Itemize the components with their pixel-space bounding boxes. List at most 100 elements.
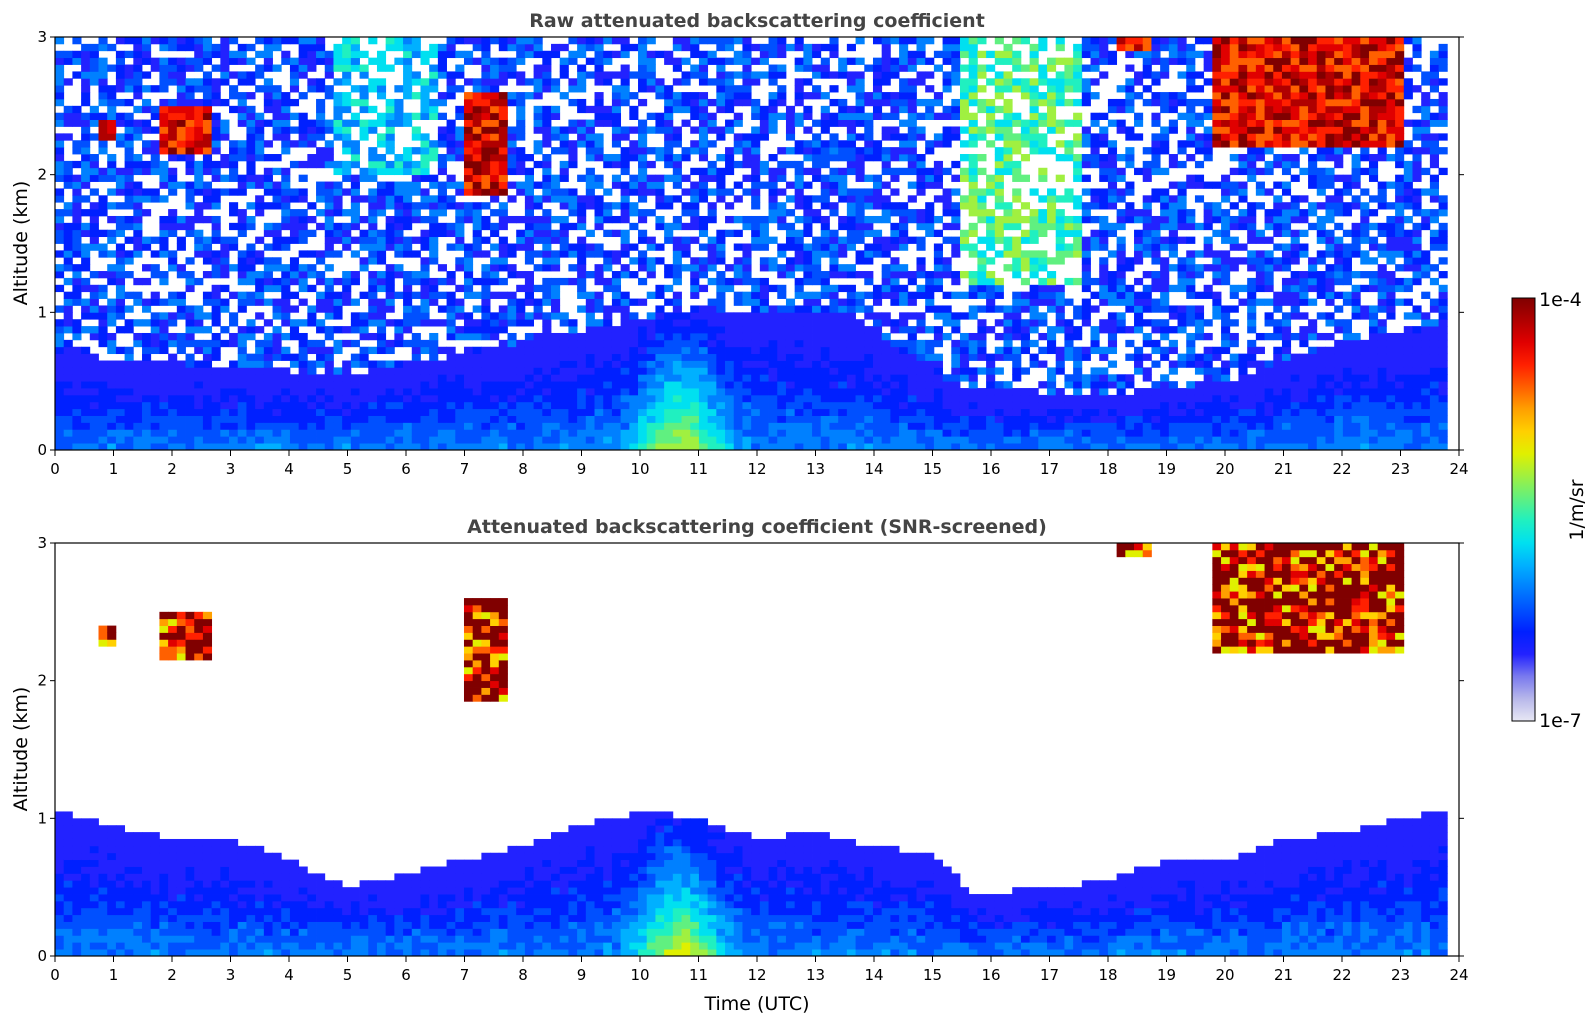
heatmap-cell — [794, 408, 804, 416]
heatmap-cell — [890, 133, 900, 141]
heatmap-cell — [237, 119, 247, 127]
heatmap-cell — [368, 57, 378, 65]
heatmap-cell — [925, 112, 935, 120]
heatmap-cell — [472, 154, 482, 162]
heatmap-cell — [81, 360, 91, 368]
heatmap-cell — [855, 147, 865, 155]
heatmap-cell — [838, 346, 848, 355]
heatmap-cell — [968, 195, 978, 203]
heatmap-cell — [202, 195, 213, 203]
heatmap-cell — [385, 98, 395, 107]
heatmap-cell — [638, 85, 648, 93]
heatmap-cell — [307, 85, 317, 93]
heatmap-cell — [551, 367, 561, 375]
heatmap-cell — [342, 64, 352, 72]
heatmap-cell — [272, 401, 282, 410]
heatmap-cell — [168, 436, 178, 444]
heatmap-cell — [481, 250, 491, 258]
heatmap-cell — [403, 374, 413, 382]
heatmap-cell — [289, 160, 300, 169]
heatmap-cell — [864, 222, 874, 231]
heatmap-cell — [881, 436, 891, 444]
heatmap-cell — [202, 360, 213, 368]
heatmap-cell — [603, 443, 613, 451]
heatmap-cell — [98, 360, 108, 368]
heatmap-cell — [1003, 222, 1013, 231]
heatmap-cell — [211, 332, 221, 341]
heatmap-cell — [794, 415, 804, 423]
heatmap-cell — [933, 250, 943, 258]
heatmap-cell — [333, 250, 343, 258]
heatmap-cell — [307, 305, 317, 313]
heatmap-cell — [229, 367, 239, 375]
heatmap-cell — [524, 181, 534, 189]
heatmap-cell — [133, 92, 143, 100]
heatmap-cell — [81, 408, 91, 416]
heatmap-cell — [472, 126, 482, 134]
heatmap-cell — [638, 257, 648, 265]
heatmap-cell — [959, 85, 970, 93]
heatmap-cell — [524, 257, 534, 265]
heatmap-cell — [107, 112, 117, 120]
heatmap-cell — [620, 264, 630, 272]
heatmap-cell — [899, 298, 909, 306]
heatmap-cell — [316, 57, 326, 65]
heatmap-cell — [994, 154, 1004, 162]
heatmap-cell — [194, 50, 204, 59]
heatmap-cell — [698, 181, 709, 189]
heatmap-cell — [150, 37, 160, 45]
heatmap-cell — [255, 388, 265, 396]
heatmap-cell — [55, 71, 65, 79]
heatmap-cell — [864, 367, 874, 375]
heatmap-cell — [855, 339, 865, 348]
heatmap-cell — [411, 209, 421, 217]
heatmap-cell — [446, 71, 456, 79]
heatmap-cell — [437, 57, 447, 65]
heatmap-cell — [646, 147, 656, 155]
heatmap-cell — [507, 160, 517, 169]
heatmap-cell — [498, 154, 508, 162]
heatmap-cell — [951, 415, 961, 423]
heatmap-cell — [925, 381, 935, 389]
heatmap-cell — [385, 271, 395, 279]
heatmap-cell — [307, 367, 317, 375]
heatmap-cell — [1012, 119, 1022, 127]
heatmap-cell — [568, 250, 578, 258]
heatmap-cell — [307, 284, 317, 293]
heatmap-cell — [986, 140, 996, 148]
heatmap-cell — [498, 133, 508, 141]
heatmap-cell — [907, 126, 917, 134]
heatmap-cell — [176, 215, 186, 224]
heatmap-cell — [55, 133, 65, 141]
heatmap-cell — [707, 160, 717, 169]
heatmap-cell — [559, 436, 569, 444]
heatmap-cell — [646, 112, 656, 120]
heatmap-cell — [411, 236, 421, 244]
heatmap-cell — [986, 394, 996, 403]
heatmap-cell — [194, 188, 204, 196]
heatmap-cell — [951, 312, 961, 320]
heatmap-cell — [768, 360, 778, 368]
heatmap-cell — [420, 195, 430, 203]
heatmap-cell — [63, 181, 73, 189]
heatmap-cell — [681, 346, 691, 355]
heatmap-cell — [498, 360, 508, 368]
heatmap-cell — [690, 147, 700, 155]
heatmap-cell — [55, 167, 65, 176]
heatmap-cell — [124, 160, 134, 169]
heatmap-cell — [725, 319, 735, 327]
heatmap-cell — [986, 98, 996, 107]
heatmap-cell — [142, 243, 152, 251]
heatmap-cell — [263, 264, 273, 272]
heatmap-cell — [533, 339, 543, 348]
heatmap-cell — [533, 105, 543, 114]
heatmap-cell — [176, 401, 186, 410]
heatmap-cell — [768, 326, 778, 334]
heatmap-cell — [577, 277, 587, 286]
heatmap-cell — [150, 112, 160, 120]
heatmap-cell — [324, 264, 334, 272]
heatmap-cell — [638, 394, 648, 403]
heatmap-cell — [202, 388, 213, 396]
heatmap-cell — [794, 236, 804, 244]
heatmap-cell — [907, 388, 917, 396]
